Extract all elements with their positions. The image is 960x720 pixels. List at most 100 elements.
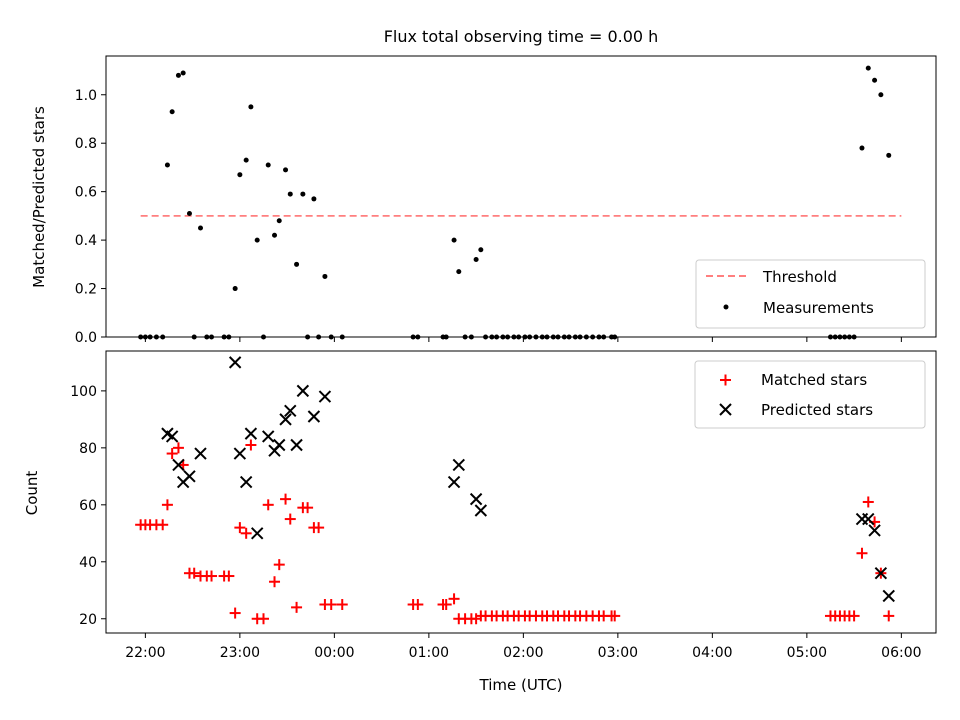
matched-star-point	[240, 527, 252, 539]
bottom-legend-box	[694, 360, 926, 429]
matched-star-point	[166, 448, 178, 460]
predicted-star-point	[882, 589, 895, 603]
measurement-point	[276, 218, 282, 224]
matched-legend-label: Matched stars	[761, 371, 867, 389]
matched-star-point	[302, 502, 314, 514]
bottom-xticks: 22:00 23:00 00:00 01:00 02:00 03:00 04:00 05:00…	[125, 633, 922, 661]
bottom-xtick-label: 01:00	[409, 645, 449, 661]
top-ytick-label: 0.4	[75, 233, 97, 249]
bottom-xtick-label: 06:00	[881, 645, 921, 661]
predicted-star-point	[290, 438, 303, 452]
top-ytick-label: 0.0	[75, 330, 97, 346]
measurement-point	[164, 162, 170, 168]
top-ytick-label: 0.6	[75, 185, 97, 201]
top-legend-box	[695, 259, 926, 329]
top-ytick-label: 0.8	[75, 136, 97, 152]
predicted-star-point	[474, 504, 488, 517]
predicted-star-point	[273, 438, 286, 452]
matched-star-point	[284, 513, 296, 525]
bottom-panel: 20 40 60 80 100 22:00 23:00 00:00 01:00 02:00 03:…	[23, 350, 937, 694]
measurement-point	[248, 104, 254, 110]
top-panel: 0.0 0.2 0.4 0.6 0.8 1.0 Matched/Predicted sta…	[30, 55, 937, 346]
measurements-legend-label: Measurements	[763, 299, 874, 317]
predicted-star-point	[862, 512, 875, 526]
measurement-point	[294, 261, 300, 267]
measurement-point	[254, 237, 260, 243]
measurement-point	[322, 273, 328, 279]
predicted-star-point	[318, 390, 332, 403]
predicted-star-point	[183, 470, 196, 483]
matched-legend-swatch	[720, 374, 731, 386]
predicted-star-point	[469, 492, 483, 506]
measurement-point	[175, 72, 181, 78]
measurement-point	[473, 256, 479, 262]
matched-star-point	[848, 610, 860, 622]
predicted-star-point	[244, 427, 258, 440]
measurement-point	[272, 232, 278, 238]
bottom-xtick-label: 03:00	[598, 645, 638, 661]
predicted-star-point	[172, 458, 185, 472]
matched-star-point	[269, 576, 281, 588]
predicted-star-point	[233, 447, 247, 460]
predicted-star-point	[296, 384, 310, 398]
measurement-point	[872, 77, 878, 83]
matched-star-point	[412, 599, 424, 611]
top-ylabel: Matched/Predicted stars	[30, 106, 48, 288]
bottom-yticks: 20 40 60 80 100	[70, 384, 106, 628]
measurement-point	[169, 109, 175, 115]
matched-star-point	[262, 499, 274, 511]
measurement-point	[237, 172, 243, 178]
measurement-point	[180, 70, 186, 76]
matched-star-point	[440, 599, 452, 611]
matched-star-point	[188, 567, 200, 579]
matched-star-point	[336, 599, 348, 611]
bottom-ytick-label: 60	[79, 498, 97, 514]
predicted-star-point	[194, 447, 207, 460]
top-yticks: 0.0 0.2 0.4 0.6 0.8 1.0	[75, 88, 106, 346]
predicted-star-point	[307, 410, 321, 423]
matched-star-point	[291, 601, 303, 613]
matched-star-point	[862, 496, 874, 508]
chart-title: Flux total observing time = 0.00 h	[384, 27, 659, 46]
measurement-point	[186, 210, 192, 216]
matched-star-point	[313, 522, 325, 534]
top-legend: Threshold Measurements	[695, 259, 926, 329]
bottom-xtick-label: 00:00	[314, 645, 354, 661]
matched-star-point	[448, 593, 460, 605]
measurement-point	[865, 65, 871, 71]
bottom-ytick-label: 100	[70, 384, 97, 400]
predicted-star-point	[165, 430, 179, 443]
measurements-legend-swatch	[723, 304, 729, 310]
top-axes-frame	[105, 55, 937, 338]
matched-star-point	[172, 442, 184, 454]
predicted-star-point	[239, 475, 253, 489]
matched-star-point	[206, 570, 218, 582]
bottom-marks	[135, 356, 895, 625]
matched-star-point	[245, 439, 257, 451]
top-ytick-label: 0.2	[75, 282, 97, 298]
predicted-star-point	[874, 566, 888, 580]
measurement-point	[265, 162, 271, 168]
matched-star-point	[257, 613, 269, 625]
threshold-legend-label: Threshold	[762, 268, 837, 286]
matched-star-point	[157, 519, 169, 531]
predicted-legend-swatch	[719, 403, 732, 416]
measurement-point	[886, 152, 892, 158]
bottom-xtick-label: 23:00	[220, 645, 260, 661]
measurement-point	[287, 191, 293, 197]
predicted-star-point	[228, 356, 242, 369]
predicted-star-point	[284, 404, 297, 418]
predicted-star-point	[250, 527, 264, 540]
bottom-xtick-label: 22:00	[125, 645, 165, 661]
bottom-axes-frame	[105, 350, 937, 634]
bottom-ytick-label: 40	[79, 555, 97, 571]
matched-star-point	[161, 499, 173, 511]
measurement-point	[859, 145, 865, 151]
measurement-point	[283, 167, 289, 173]
matched-star-point	[273, 559, 285, 571]
matched-star-point	[229, 607, 241, 619]
measurement-point	[878, 92, 884, 98]
measurement-point	[311, 196, 317, 202]
bottom-xlabel: Time (UTC)	[479, 676, 563, 694]
